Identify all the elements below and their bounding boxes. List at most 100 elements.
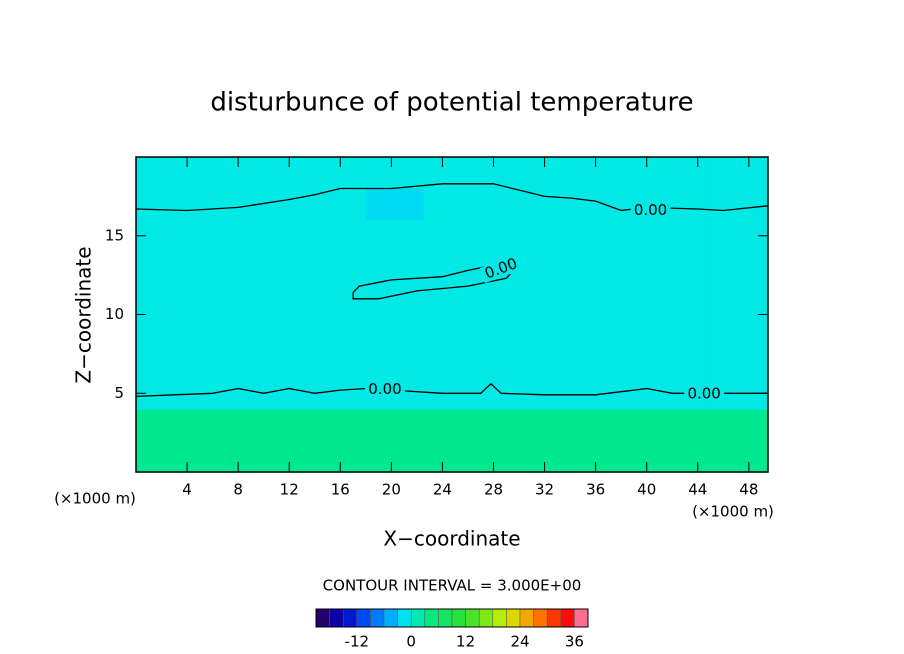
colorbar-tick-label: -12 [345,633,370,651]
colorbar-cell [506,608,521,628]
field-cell [538,283,597,315]
field-cell [250,346,309,378]
colorbar-cell [424,608,439,628]
field-cell [653,157,712,189]
field-cell [595,346,654,378]
field-cell [365,188,424,221]
field-cell [480,188,539,221]
colorbar-tick-label: 36 [565,633,584,651]
field-cell [538,377,597,410]
x-tick-label: 48 [739,481,758,499]
field-cell [710,346,769,378]
field-cell [308,251,367,284]
colorbar-cell [410,608,426,628]
field-cell [136,157,194,189]
field-cell [193,440,252,473]
field-cell [136,409,194,441]
field-cell [538,346,597,378]
x-tick-label: 16 [331,481,350,499]
field-cell [250,220,309,252]
field-cell [710,251,769,284]
colorbar-cell [533,608,548,628]
field-cell [423,440,482,473]
field-cell [308,440,367,473]
colorbar-tick-label: 12 [456,633,475,651]
x-tick-label: 12 [280,481,299,499]
x-unit: (×1000 m) [692,503,774,521]
field-cell [710,409,769,441]
contour-line [135,382,768,398]
field-cell [710,314,769,347]
field-cell [423,188,482,221]
contour-interval: CONTOUR INTERVAL = 3.000E+00 [323,577,582,595]
field-cell [538,157,597,189]
field-cell [136,283,194,315]
field-cell [136,314,194,347]
field-cell [193,409,252,441]
field-cell [136,188,194,221]
chart-title: disturbunce of potential temperature [210,88,693,118]
y-tick-label: 10 [105,305,124,323]
colorbar-cell [383,608,398,628]
field-cell [423,220,482,252]
x-tick-label: 36 [586,481,605,499]
field-cell [538,409,597,441]
colorbar-cell [519,608,534,628]
x-tick-label: 40 [637,481,656,499]
field-cell [653,409,712,441]
field-cell [365,346,424,378]
y-tick-label: 15 [105,226,124,244]
x-tick-label: 20 [382,481,401,499]
field-cell [308,188,367,221]
field-cell [538,314,597,347]
colorbar-cell [574,608,589,628]
colorbar-tick-label: 0 [406,633,416,651]
colorbar-cell [478,608,494,628]
contour-label: 0.00 [368,380,401,398]
colorbar-cell [465,608,480,628]
field-cell [250,283,309,315]
x-tick-label: 32 [535,481,554,499]
field-cell [136,251,194,284]
colorbar-cell [438,608,453,628]
y-tick-label: 5 [114,384,124,402]
field-cell [653,440,712,473]
field-cell [710,283,769,315]
contour-label-bg [684,386,725,403]
field-cell [423,314,482,347]
colorbar-cell [546,608,562,628]
field-cell [595,283,654,315]
field-cell [193,188,252,221]
field-cell [653,283,712,315]
field-cell [538,220,597,252]
x-tick-label: 28 [484,481,503,499]
colorbar-cell [451,608,466,628]
contour-label: 0.00 [687,385,720,403]
colorbar-cell [397,608,412,628]
colorbar-cell [315,608,330,628]
contour-label-bg [630,202,671,219]
field-cell [250,377,309,410]
colorbar-cell [560,608,575,628]
field-cell [595,314,654,347]
field-cell [365,157,424,189]
field-cell [193,220,252,252]
field-cell [538,251,597,284]
field-cell [365,440,424,473]
field-cell [193,346,252,378]
field-cell [653,220,712,252]
field-cell [423,251,482,284]
field-cell [308,220,367,252]
field-cell [308,346,367,378]
x-tick-label: 44 [688,481,707,499]
field-cell [423,409,482,441]
colorbar-frame [315,608,589,628]
contour-label-bg [479,254,523,284]
field-cell [250,314,309,347]
colorbar-cell [370,608,385,628]
field-cell [595,157,654,189]
field-cell [480,346,539,378]
colorbar-cell [342,608,358,628]
field-cell [595,220,654,252]
